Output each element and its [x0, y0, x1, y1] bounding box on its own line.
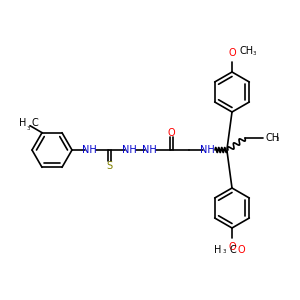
- Text: H: H: [19, 118, 26, 128]
- Text: NH: NH: [142, 145, 156, 155]
- Text: O: O: [167, 128, 175, 138]
- Text: $_3$: $_3$: [26, 124, 31, 133]
- Text: $_3$: $_3$: [275, 136, 280, 145]
- Text: H: H: [214, 245, 221, 255]
- Text: O: O: [228, 48, 236, 58]
- Text: $_3$: $_3$: [222, 248, 227, 256]
- Text: NH: NH: [200, 145, 214, 155]
- Text: C: C: [229, 245, 236, 255]
- Text: $_3$: $_3$: [252, 49, 257, 58]
- Text: CH: CH: [240, 46, 254, 56]
- Text: O: O: [228, 242, 236, 252]
- Text: O: O: [237, 245, 244, 255]
- Text: NH: NH: [122, 145, 136, 155]
- Text: CH: CH: [265, 133, 279, 143]
- Text: S: S: [106, 161, 112, 171]
- Text: C: C: [31, 118, 38, 128]
- Text: NH: NH: [82, 145, 96, 155]
